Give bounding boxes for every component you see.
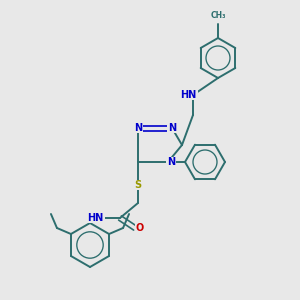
Text: S: S xyxy=(134,180,142,190)
Text: S: S xyxy=(134,180,142,190)
Text: N: N xyxy=(167,157,175,167)
Text: O: O xyxy=(136,223,144,233)
Text: N: N xyxy=(134,123,142,133)
Text: N: N xyxy=(134,123,142,133)
Text: CH₃: CH₃ xyxy=(210,11,226,20)
Text: N: N xyxy=(168,123,176,133)
Text: HN: HN xyxy=(87,213,103,223)
Text: N: N xyxy=(167,157,175,167)
Text: HN: HN xyxy=(180,90,196,100)
Text: HN: HN xyxy=(88,213,104,223)
Text: N: N xyxy=(168,123,176,133)
Text: HN: HN xyxy=(181,90,197,100)
Text: O: O xyxy=(136,223,144,233)
